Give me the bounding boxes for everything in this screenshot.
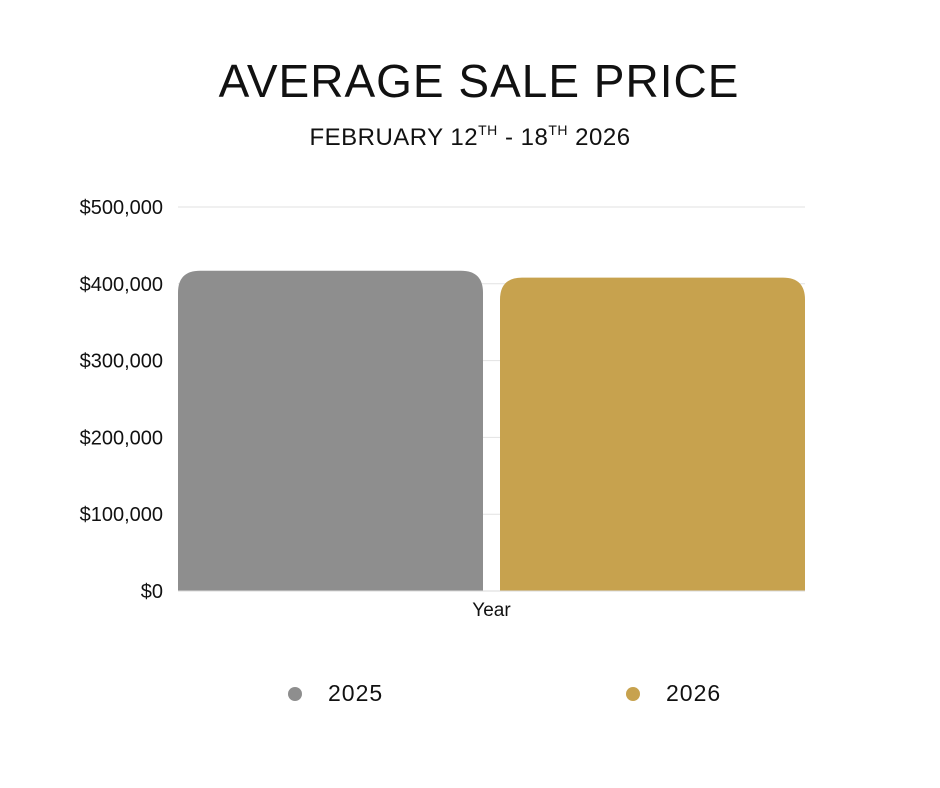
y-tick-label: $300,000 xyxy=(80,351,163,373)
subtitle-superscript-end: TH xyxy=(548,122,568,138)
x-axis: Year xyxy=(178,590,805,621)
subtitle-month: FEBRUARY 12 xyxy=(309,124,479,151)
legend-dot-icon xyxy=(288,686,302,701)
y-axis-tick-labels: $0 $100,000 $200,000 $300,000 $400,000 $500,0… xyxy=(80,197,163,603)
legend-label: 2025 xyxy=(328,680,384,706)
subtitle-year: 2026 xyxy=(568,124,631,151)
bar-chart: $0 $100,000 $200,000 $300,000 $400,000 $500,0… xyxy=(80,197,805,621)
y-tick-label: $0 xyxy=(141,581,163,603)
bar-2026[interactable] xyxy=(500,277,805,591)
chart-subtitle: FEBRUARY 12TH - 18TH 2026 xyxy=(0,122,940,152)
bars xyxy=(178,270,805,591)
x-tick-label: Year xyxy=(472,600,511,621)
legend-dot-icon xyxy=(626,686,640,701)
legend-label: 2026 xyxy=(666,680,722,706)
subtitle-middle: - 18 xyxy=(497,124,549,151)
y-tick-label: $100,000 xyxy=(80,504,163,526)
y-tick-label: $400,000 xyxy=(80,274,163,296)
y-tick-label: $500,000 xyxy=(80,197,163,219)
y-tick-label: $200,000 xyxy=(80,427,163,449)
legend-item-2026: 2026 xyxy=(626,680,721,707)
subtitle-superscript-start: TH xyxy=(478,122,498,138)
bar-2025[interactable] xyxy=(178,270,483,591)
legend-item-2025: 2025 xyxy=(288,680,383,707)
legend: 2025 2026 xyxy=(0,680,940,710)
chart-title: AVERAGE SALE PRICE xyxy=(218,55,740,107)
